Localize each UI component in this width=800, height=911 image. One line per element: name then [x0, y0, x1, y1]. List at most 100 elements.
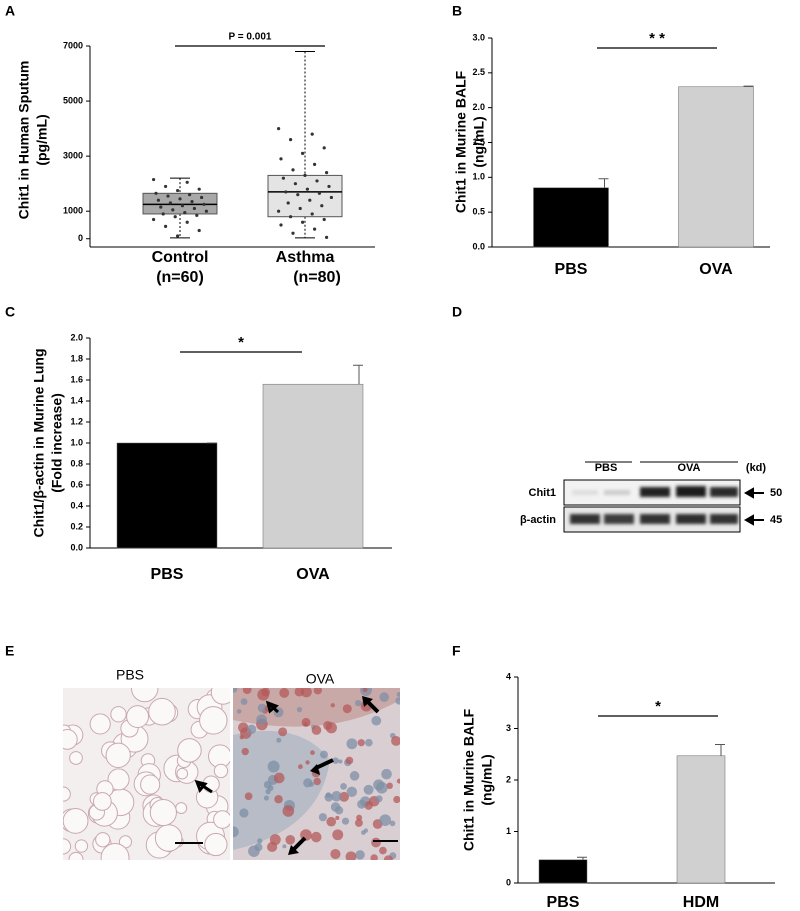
- point: [166, 194, 170, 198]
- point: [185, 180, 189, 184]
- texture: [233, 688, 400, 860]
- y-tick-label: 0: [78, 233, 83, 243]
- y-tick-label: 0.6: [70, 479, 83, 489]
- x-tick-label: HDM: [683, 894, 719, 911]
- cell: [365, 738, 373, 747]
- size-label: 50: [770, 487, 782, 499]
- cell: [371, 837, 381, 848]
- y-tick-label: 2.0: [472, 102, 485, 112]
- cell: [370, 854, 378, 860]
- cell: [257, 703, 267, 713]
- point: [197, 228, 201, 233]
- cell: [303, 722, 308, 727]
- y-axis-label: Chit1 in Human Sputum: [16, 61, 32, 220]
- point: [183, 210, 187, 215]
- alveolus: [154, 824, 183, 852]
- y-tick-label: 5000: [63, 95, 83, 105]
- cell: [256, 714, 267, 726]
- cell: [242, 688, 252, 695]
- alveolus: [176, 767, 189, 780]
- point: [152, 217, 156, 222]
- cell: [381, 768, 392, 780]
- cell: [239, 735, 244, 740]
- alveolus: [110, 706, 127, 723]
- point: [291, 168, 295, 172]
- cell: [278, 727, 288, 737]
- point: [320, 204, 324, 208]
- cell: [391, 735, 400, 746]
- cell: [345, 756, 354, 765]
- cell: [257, 688, 270, 701]
- alveolus: [107, 768, 130, 791]
- alveolus: [149, 798, 177, 827]
- cell: [323, 721, 333, 731]
- point: [178, 197, 182, 201]
- cell: [356, 814, 363, 821]
- point: [277, 209, 281, 213]
- cell: [233, 826, 239, 838]
- cell: [279, 688, 290, 698]
- cell: [325, 792, 332, 798]
- cell: [363, 784, 374, 795]
- alveolus: [95, 832, 111, 848]
- panel-label: E: [5, 643, 14, 659]
- cell: [357, 739, 365, 747]
- cell: [342, 704, 352, 714]
- cell: [241, 747, 249, 756]
- cell: [396, 778, 400, 784]
- x-tick-label: OVA: [699, 261, 733, 278]
- micrographs: E PBS OVA: [5, 643, 400, 860]
- point: [277, 127, 281, 131]
- point: [154, 191, 158, 195]
- alveolus: [89, 713, 111, 735]
- y-tick-label: 1.0: [70, 437, 83, 447]
- cell: [300, 688, 312, 698]
- point: [322, 217, 326, 222]
- panel-label: C: [5, 304, 15, 320]
- cell: [379, 814, 391, 826]
- y-tick-label: 0.0: [70, 542, 83, 552]
- cell: [239, 808, 249, 818]
- panel-label: B: [452, 3, 462, 19]
- cell: [386, 782, 393, 790]
- x-tick-label: PBS: [555, 261, 588, 278]
- y-tick-label: 3000: [63, 151, 83, 161]
- cell: [331, 791, 342, 802]
- y-tick-label: 1000: [63, 206, 83, 216]
- y-tick-label: 1.6: [70, 374, 83, 384]
- alveolus: [175, 802, 188, 815]
- arrow: [310, 764, 320, 775]
- y-tick-label: 0.2: [70, 521, 83, 531]
- y-tick-label: 3: [506, 723, 511, 733]
- y-tick-label: 1.0: [472, 172, 485, 182]
- cell: [379, 692, 389, 702]
- cell: [383, 855, 393, 860]
- point: [305, 187, 309, 191]
- point: [173, 215, 177, 219]
- y-tick-label: 3.0: [472, 32, 485, 42]
- cell: [371, 715, 382, 726]
- error-bar: [598, 178, 609, 188]
- point: [301, 151, 305, 155]
- cell: [345, 851, 357, 860]
- point: [303, 173, 307, 178]
- arrow: [265, 700, 280, 714]
- y-axis-label: (Fold increase): [49, 393, 65, 493]
- point: [156, 198, 160, 202]
- error-bar: [353, 364, 363, 385]
- cell: [310, 831, 322, 843]
- point: [313, 227, 317, 231]
- cell: [362, 688, 368, 693]
- point: [202, 202, 206, 206]
- cell: [296, 706, 303, 713]
- arrow: [288, 845, 299, 855]
- tissue: [233, 730, 330, 850]
- cell: [335, 815, 340, 821]
- point: [190, 199, 194, 204]
- point: [327, 184, 331, 189]
- y-axis-label: Chit1 in Murine BALF: [461, 708, 477, 851]
- y-tick-label: 7000: [63, 40, 83, 50]
- bar: [262, 383, 364, 549]
- alveolus: [63, 838, 72, 855]
- western-blot: D PBS OVA (kd) Chit1 β-actin 50 45: [452, 304, 782, 533]
